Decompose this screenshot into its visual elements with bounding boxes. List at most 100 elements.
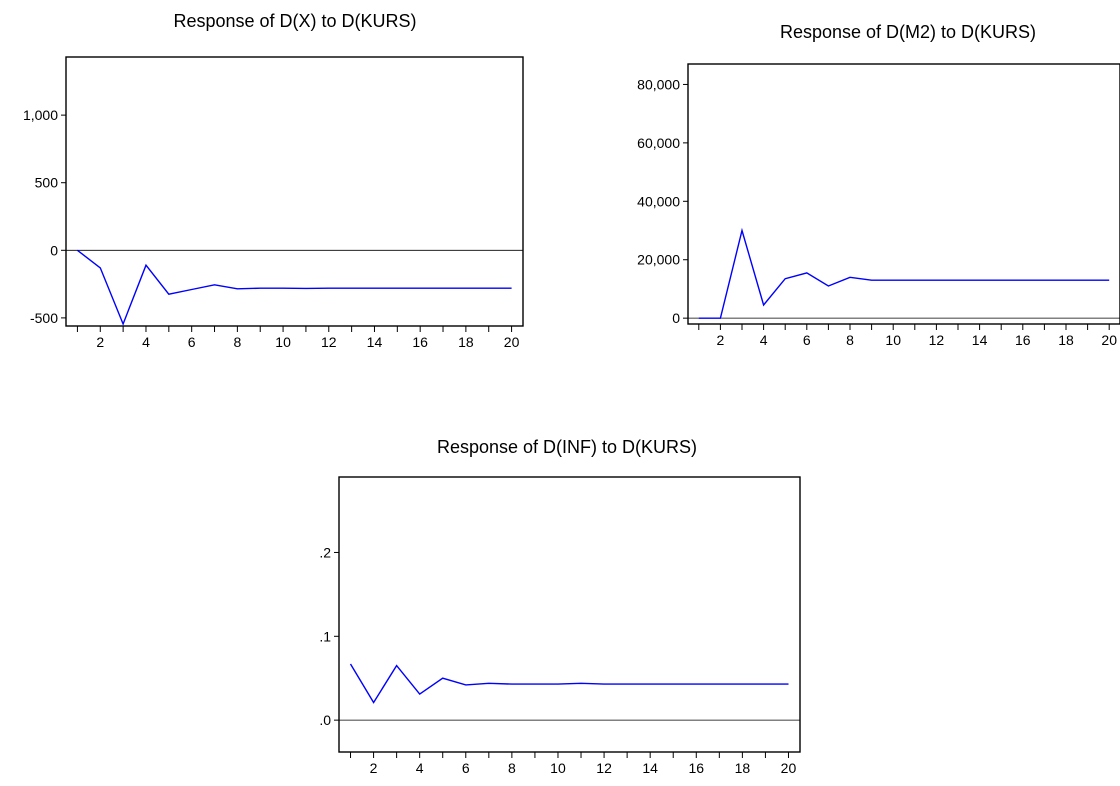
x-tick-label-dinf: 12: [596, 760, 612, 776]
data-point-dm2: [762, 304, 765, 307]
x-tick-label-dinf: 8: [508, 760, 516, 776]
data-point-dinf: [649, 683, 652, 686]
y-tick-label-dx: 1,000: [23, 107, 58, 123]
x-tick-label-dinf: 18: [735, 760, 751, 776]
data-point-dinf: [580, 682, 583, 685]
plot-area-dx: -500 0 500 1,000 2 4 6 8 10 12 14 16 18 20: [23, 56, 524, 350]
plot-frame-dinf: [338, 476, 801, 753]
data-point-dx: [510, 287, 513, 290]
data-point-dinf: [487, 682, 490, 685]
data-point-dx: [464, 287, 467, 290]
response-line-dx: [76, 249, 512, 326]
data-point-dm2: [1086, 279, 1089, 282]
x-tick-label-dinf: 6: [462, 760, 470, 776]
data-point-dinf: [787, 683, 790, 686]
x-tick-label-dx: 10: [275, 334, 291, 350]
x-tick-label-dm2: 14: [972, 332, 988, 348]
y-tick-label-dinf: .1: [319, 628, 331, 644]
y-tick-label-dm2: 0: [672, 310, 680, 326]
data-point-dm2: [913, 279, 916, 282]
data-point-dm2: [870, 279, 873, 282]
data-point-dx: [282, 287, 285, 290]
y-tick-label-dm2: 40,000: [637, 193, 680, 209]
x-tick-label-dinf: 14: [642, 760, 658, 776]
data-point-dx: [99, 266, 102, 269]
data-point-dinf: [395, 664, 398, 667]
data-point-dm2: [697, 317, 700, 320]
data-point-dx: [236, 287, 239, 290]
x-tick-label-dx: 8: [233, 334, 241, 350]
y-tick-label-dm2: 20,000: [637, 252, 680, 268]
data-point-dx: [122, 323, 125, 326]
data-point-dx: [350, 287, 353, 290]
data-point-dinf: [557, 683, 560, 686]
x-tick-label-dx: 18: [458, 334, 474, 350]
data-point-dinf: [626, 683, 629, 686]
data-point-dinf: [718, 683, 721, 686]
x-tick-label-dm2: 10: [885, 332, 901, 348]
data-point-dm2: [1065, 279, 1068, 282]
data-point-dm2: [784, 277, 787, 280]
x-tick-label-dx: 16: [412, 334, 428, 350]
data-point-dx: [304, 287, 307, 290]
y-tick-label-dm2: 60,000: [637, 135, 680, 151]
data-point-dx: [213, 283, 216, 286]
x-tick-label-dm2: 18: [1058, 332, 1074, 348]
x-tick-label-dm2: 4: [760, 332, 768, 348]
data-point-dx: [442, 287, 445, 290]
data-point-dinf: [764, 683, 767, 686]
data-point-dinf: [672, 683, 675, 686]
data-point-dinf: [533, 683, 536, 686]
x-tick-label-dx: 20: [504, 334, 520, 350]
x-tick-label-dm2: 12: [929, 332, 945, 348]
y-tick-label-dm2: 80,000: [637, 76, 680, 92]
data-point-dinf: [510, 683, 513, 686]
data-point-dm2: [827, 285, 830, 288]
chart-title-dm2: Response of D(M2) to D(KURS): [780, 22, 1036, 42]
x-tick-label-dx: 6: [188, 334, 196, 350]
data-point-dx: [327, 287, 330, 290]
plot-frame-dx: [65, 56, 524, 327]
x-tick-label-dx: 12: [321, 334, 337, 350]
x-tick-label-dinf: 2: [370, 760, 378, 776]
chart-title-dx: Response of D(X) to D(KURS): [173, 11, 416, 31]
data-point-dx: [145, 264, 148, 267]
plot-frame-dm2: [687, 63, 1120, 325]
data-point-dm2: [1043, 279, 1046, 282]
data-point-dm2: [1000, 279, 1003, 282]
x-tick-label-dx: 4: [142, 334, 150, 350]
chart-title-dinf: Response of D(INF) to D(KURS): [437, 437, 697, 457]
data-point-dx: [167, 293, 170, 296]
data-point-dx: [396, 287, 399, 290]
data-point-dinf: [464, 683, 467, 686]
chart-panel-dinf: Response of D(INF) to D(KURS) .0 .1 .2 2 4 6 8…: [319, 437, 801, 776]
data-point-dx: [259, 287, 262, 290]
data-point-dinf: [603, 683, 606, 686]
chart-panel-dx: Response of D(X) to D(KURS) -500 0 500 1,00…: [23, 11, 524, 350]
chart-panel-dm2: Response of D(M2) to D(KURS) 0 20,000 40,0…: [637, 22, 1120, 348]
data-point-dx: [76, 249, 79, 252]
x-tick-label-dm2: 2: [717, 332, 725, 348]
x-tick-label-dinf: 20: [781, 760, 797, 776]
x-tick-label-dm2: 16: [1015, 332, 1031, 348]
x-tick-label-dx: 2: [96, 334, 104, 350]
data-point-dm2: [892, 279, 895, 282]
data-point-dm2: [935, 279, 938, 282]
data-point-dm2: [741, 229, 744, 232]
data-point-dm2: [957, 279, 960, 282]
x-tick-label-dx: 14: [367, 334, 383, 350]
data-point-dinf: [441, 677, 444, 680]
data-point-dx: [373, 287, 376, 290]
y-tick-label-dx: 0: [50, 242, 58, 258]
plot-area-dm2: 0 20,000 40,000 60,000 80,000 2 4 6 8 10 12 14 16 18 2…: [637, 63, 1120, 348]
x-tick-label-dm2: 6: [803, 332, 811, 348]
data-point-dinf: [418, 693, 421, 696]
data-point-dx: [487, 287, 490, 290]
plot-area-dinf: .0 .1 .2 2 4 6 8 10 12 14 16 18 20: [319, 476, 801, 776]
data-point-dinf: [372, 701, 375, 704]
x-tick-label-dinf: 4: [416, 760, 424, 776]
data-point-dm2: [1021, 279, 1024, 282]
data-point-dm2: [1108, 279, 1111, 282]
response-line-dm2: [698, 227, 1110, 319]
data-point-dm2: [719, 317, 722, 320]
